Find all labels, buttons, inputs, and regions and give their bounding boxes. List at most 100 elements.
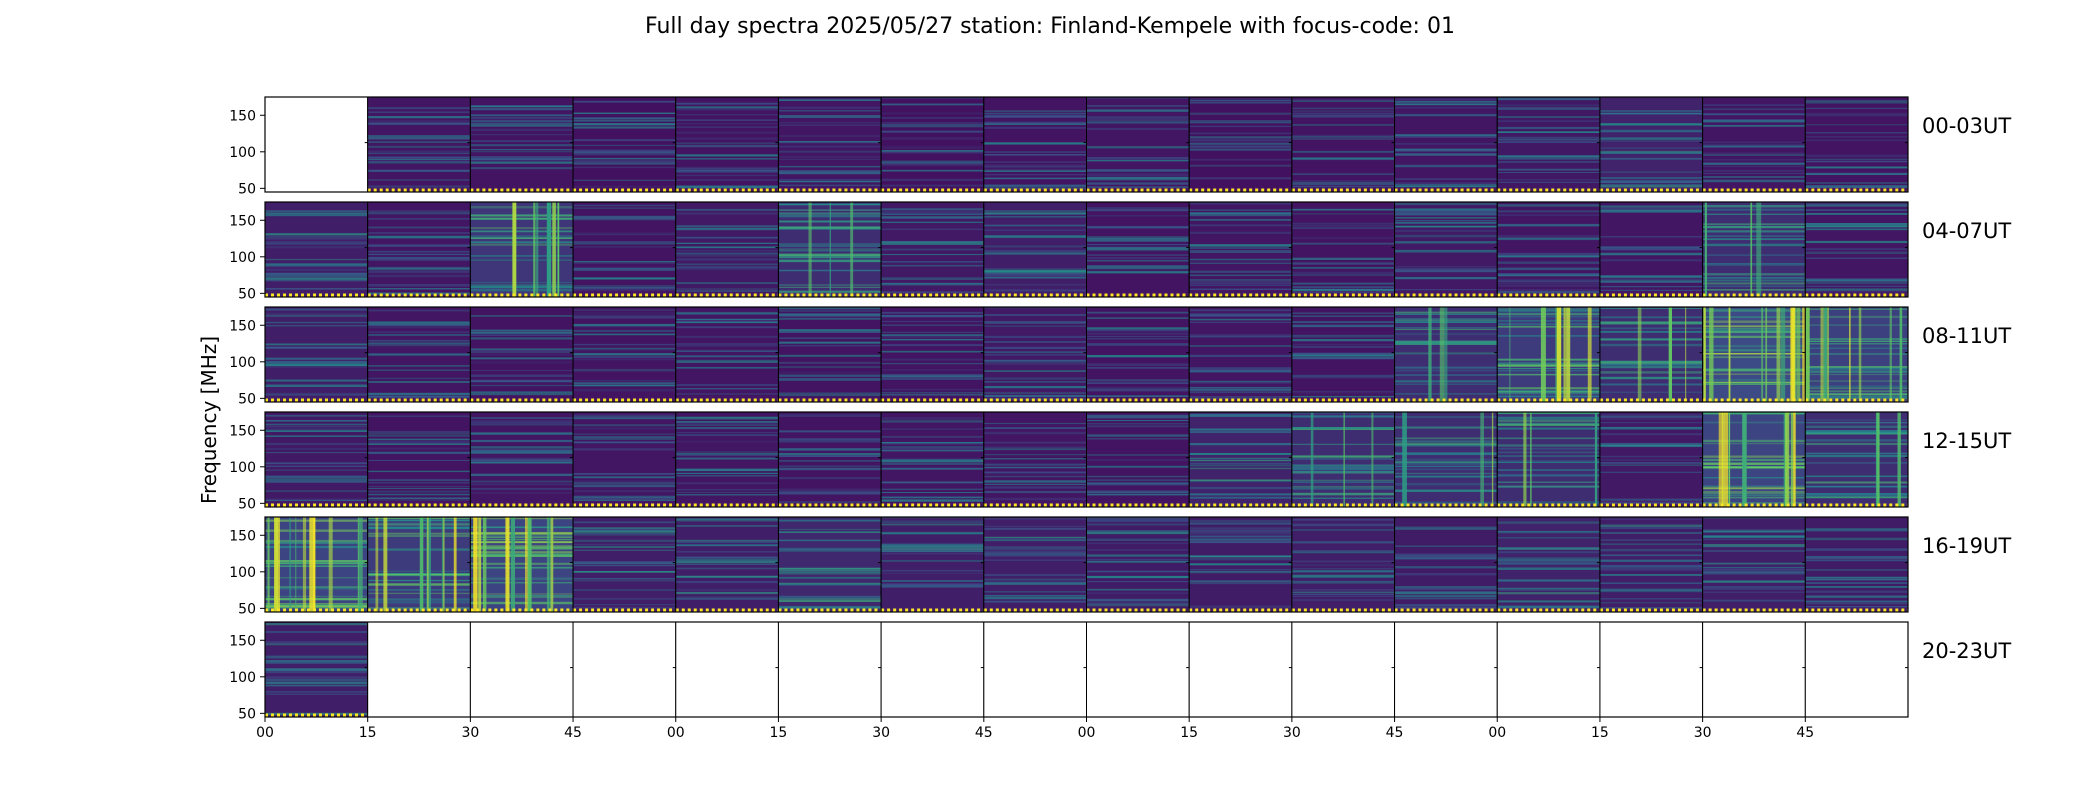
frequency-streak [1497, 419, 1600, 423]
frequency-streak [1805, 373, 1908, 376]
frequency-streak [778, 354, 882, 357]
x-tick-label: 45 [564, 725, 582, 741]
spectrum-panel [1086, 201, 1190, 298]
frequency-streak [1086, 459, 1190, 461]
frequency-streak [367, 119, 471, 122]
frequency-streak [470, 128, 574, 131]
frequency-streak [367, 185, 471, 188]
frequency-streak [983, 463, 1087, 466]
frequency-streak [1189, 261, 1292, 264]
frequency-streak [573, 242, 676, 245]
frequency-streak [881, 314, 984, 318]
frequency-streak [1805, 390, 1908, 392]
frequency-streak [367, 451, 471, 455]
frequency-streak [1394, 241, 1498, 244]
frequency-streak [1702, 529, 1806, 531]
frequency-streak [1702, 349, 1806, 352]
frequency-streak [1497, 320, 1600, 322]
panel-background [881, 307, 984, 402]
frequency-streak [675, 561, 779, 563]
frequency-streak [470, 480, 574, 483]
spectrum-panel [1702, 96, 1806, 193]
frequency-streak [881, 264, 984, 267]
frequency-streak [573, 329, 676, 332]
frequency-streak [1291, 334, 1395, 336]
frequency-streak [675, 489, 779, 491]
frequency-streak [675, 179, 779, 181]
frequency-streak [881, 122, 984, 124]
frequency-streak [983, 224, 1087, 227]
frequency-streak [573, 261, 676, 264]
frequency-streak [573, 355, 676, 359]
burst-column [1718, 412, 1724, 507]
frequency-streak [675, 102, 779, 105]
burst-column [1530, 412, 1532, 507]
frequency-streak [983, 121, 1087, 125]
frequency-streak [983, 538, 1087, 540]
frequency-streak [1702, 382, 1806, 385]
frequency-streak [1086, 490, 1190, 493]
frequency-streak [1086, 117, 1190, 120]
frequency-streak [470, 349, 574, 351]
frequency-streak [1805, 112, 1908, 114]
frequency-streak [778, 318, 882, 320]
frequency-streak [778, 584, 882, 586]
frequency-streak [881, 261, 984, 263]
frequency-streak [265, 475, 368, 478]
frequency-streak [1291, 575, 1395, 578]
frequency-streak [1086, 542, 1190, 544]
spectrum-panel [469, 411, 574, 508]
frequency-streak [1189, 212, 1292, 215]
frequency-streak [1189, 370, 1292, 373]
frequency-streak [1189, 380, 1292, 383]
frequency-streak [1497, 551, 1600, 554]
frequency-streak [1497, 537, 1600, 539]
frequency-streak [881, 488, 984, 490]
frequency-streak [470, 537, 574, 539]
frequency-streak [1599, 433, 1703, 436]
frequency-streak [1497, 437, 1600, 440]
frequency-streak [881, 546, 984, 548]
frequency-streak [573, 476, 676, 478]
frequency-streak [1086, 312, 1190, 314]
frequency-streak [778, 110, 882, 112]
frequency-streak [1599, 343, 1703, 347]
frequency-streak [881, 169, 984, 172]
frequency-streak [881, 369, 984, 371]
frequency-streak [1702, 230, 1806, 233]
frequency-streak [1086, 121, 1190, 124]
frequency-streak [881, 338, 984, 341]
frequency-streak [1189, 396, 1292, 398]
frequency-streak [573, 334, 676, 336]
frequency-streak [1291, 550, 1395, 552]
frequency-streak [1599, 113, 1703, 115]
frequency-streak [1291, 336, 1395, 338]
frequency-streak [983, 235, 1087, 238]
frequency-streak [1086, 186, 1190, 188]
frequency-streak [1086, 105, 1190, 107]
frequency-streak [573, 499, 676, 501]
frequency-streak [1291, 552, 1395, 554]
frequency-streak [1497, 364, 1600, 367]
frequency-streak [265, 344, 368, 346]
frequency-streak [573, 528, 676, 530]
frequency-streak [1291, 124, 1395, 126]
x-tick-label: 45 [1386, 725, 1404, 741]
frequency-streak [1599, 574, 1703, 576]
frequency-streak [1394, 591, 1498, 594]
frequency-streak [1702, 145, 1806, 147]
frequency-streak [367, 269, 471, 272]
frequency-streak [881, 467, 984, 470]
frequency-streak [573, 157, 676, 160]
y-tick-label: 50 [238, 181, 256, 197]
frequency-streak [1189, 486, 1292, 490]
frequency-streak [1497, 418, 1600, 421]
frequency-streak [778, 488, 882, 490]
frequency-streak [1805, 393, 1908, 396]
spectrum-panel [1291, 516, 1396, 613]
frequency-streak [1291, 470, 1395, 473]
spectrum-panel [469, 306, 574, 403]
burst-column [550, 517, 554, 612]
frequency-streak [367, 226, 471, 229]
frequency-streak [881, 462, 984, 465]
